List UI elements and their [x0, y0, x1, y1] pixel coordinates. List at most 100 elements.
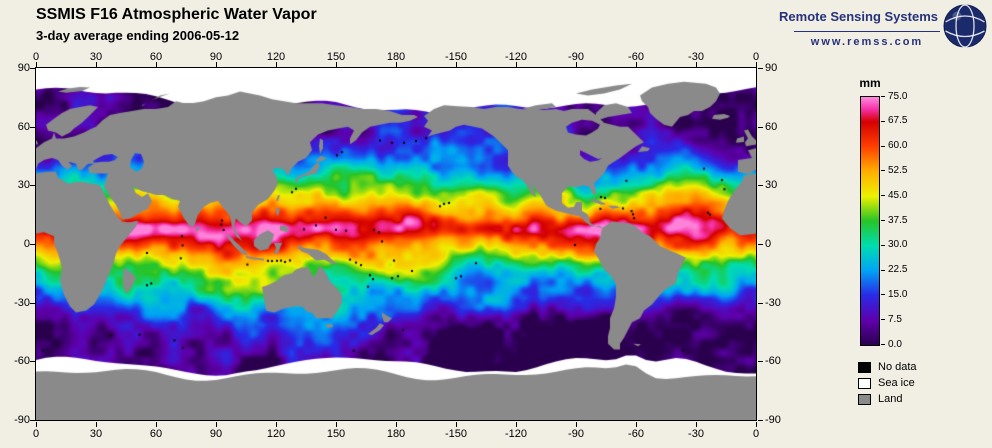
colorbar-tick-mark	[881, 96, 885, 97]
lon-tick-mark	[156, 422, 157, 427]
remss-globe-logo	[943, 4, 987, 48]
lon-tick-mark	[576, 422, 577, 427]
lat-tick-mark	[30, 244, 35, 245]
lat-tick-label: 30	[17, 179, 30, 192]
lon-tick-mark	[636, 62, 637, 67]
lat-tick-mark	[758, 361, 763, 363]
legend-label: No data	[878, 361, 917, 373]
lat-tick-label: 90	[17, 62, 30, 74]
lat-tick-mark	[758, 126, 763, 128]
lon-tick-label: 0	[752, 51, 760, 63]
lon-tick-label: 150	[326, 428, 346, 440]
lat-tick-mark	[758, 68, 763, 69]
lon-tick-mark	[216, 62, 217, 67]
lat-tick-label: -30	[14, 296, 30, 309]
colorbar-tick-label: 7.5	[888, 313, 902, 325]
lon-tick-mark	[696, 422, 697, 427]
lon-tick-label: 30	[89, 51, 103, 63]
lat-tick-label: -90	[14, 414, 30, 426]
colorbar-tick-mark	[881, 195, 885, 197]
brand-name: Remote Sensing Systems	[779, 9, 938, 24]
colorbar-tick-mark	[881, 269, 885, 271]
lon-tick-mark	[456, 422, 457, 427]
lon-tick-label: 0	[32, 428, 40, 440]
colorbar-tick-label: 45.0	[888, 189, 908, 201]
lat-tick-mark	[30, 185, 35, 187]
lat-tick-mark	[758, 185, 763, 187]
lat-tick-mark	[30, 361, 35, 363]
colorbar-tick-label: 60.0	[888, 140, 908, 152]
lon-tick-label: -150	[444, 428, 468, 440]
lat-tick-mark	[758, 420, 763, 421]
lon-tick-mark	[696, 62, 697, 67]
lon-tick-label: 150	[326, 51, 346, 63]
colorbar-tick-mark	[881, 120, 885, 122]
lat-tick-mark	[30, 126, 35, 128]
colorbar-tick-label: 75.0	[888, 90, 908, 102]
page-title: SSMIS F16 Atmospheric Water Vapor	[36, 6, 317, 23]
lat-tick-mark	[758, 302, 763, 304]
lat-tick-label: 30	[765, 179, 778, 192]
lat-tick-mark	[30, 68, 35, 69]
lon-tick-label: 120	[266, 51, 286, 63]
legend-swatch-no-data	[858, 362, 871, 373]
lon-tick-mark	[756, 62, 757, 67]
colorbar-tick-mark	[881, 319, 885, 321]
lon-tick-mark	[396, 62, 397, 67]
legend-swatch-land	[858, 394, 871, 405]
lon-tick-label: 60	[149, 428, 163, 440]
lon-tick-label: -150	[444, 51, 468, 63]
colorbar-tick-label: 67.5	[888, 115, 908, 127]
lon-tick-label: 90	[209, 428, 223, 440]
lon-tick-mark	[336, 422, 337, 427]
lon-tick-label: 180	[386, 51, 406, 63]
lon-tick-mark	[516, 422, 517, 427]
lat-tick-label: -30	[765, 296, 781, 309]
lon-tick-mark	[576, 62, 577, 67]
brand-divider	[794, 31, 940, 32]
lon-tick-mark	[96, 62, 97, 67]
lon-tick-label: -30	[688, 51, 704, 63]
lat-tick-mark	[758, 244, 763, 245]
lat-tick-label: -60	[14, 355, 30, 368]
lon-tick-label: -60	[628, 51, 644, 63]
colorbar-units-label: mm	[859, 76, 881, 90]
lon-tick-mark	[96, 422, 97, 427]
lat-tick-label: 90	[765, 62, 778, 74]
lon-tick-label: 180	[386, 428, 406, 440]
legend-swatch-sea-ice	[858, 378, 871, 389]
colorbar-gradient	[861, 97, 879, 345]
lat-tick-label: 60	[17, 120, 30, 133]
colorbar-tick-label: 52.5	[888, 164, 908, 176]
lat-tick-label: 60	[765, 120, 778, 133]
colorbar	[860, 96, 880, 346]
lon-tick-label: -120	[504, 428, 528, 440]
lon-tick-label: -90	[568, 428, 584, 440]
lat-tick-mark	[30, 420, 35, 421]
water-vapor-map	[36, 68, 756, 420]
lon-tick-label: 60	[149, 51, 163, 63]
colorbar-tick-label: 0.0	[888, 338, 902, 350]
lon-tick-label: 30	[89, 428, 103, 440]
lat-tick-label: -60	[765, 355, 781, 368]
lon-tick-mark	[516, 62, 517, 67]
lon-tick-mark	[636, 422, 637, 427]
remss-url-link[interactable]: www.remss.com	[810, 36, 924, 48]
lat-tick-label: 0	[23, 238, 30, 250]
colorbar-tick-label: 30.0	[888, 239, 908, 251]
colorbar-tick-mark	[881, 344, 885, 345]
legend-label: Land	[878, 393, 903, 405]
lon-tick-label: 0	[32, 51, 40, 63]
colorbar-tick-mark	[881, 220, 885, 221]
colorbar-tick-label: 22.5	[888, 264, 908, 276]
lon-tick-label: -30	[688, 428, 704, 440]
colorbar-tick-mark	[881, 170, 885, 172]
lon-tick-label: 120	[266, 428, 286, 440]
lon-tick-mark	[216, 422, 217, 427]
lon-tick-mark	[756, 422, 757, 427]
lon-tick-mark	[36, 62, 37, 67]
page-subtitle: 3-day average ending 2006-05-12	[36, 28, 240, 43]
map-frame	[35, 67, 757, 421]
colorbar-tick-mark	[881, 294, 885, 296]
lon-tick-label: -60	[628, 428, 644, 440]
